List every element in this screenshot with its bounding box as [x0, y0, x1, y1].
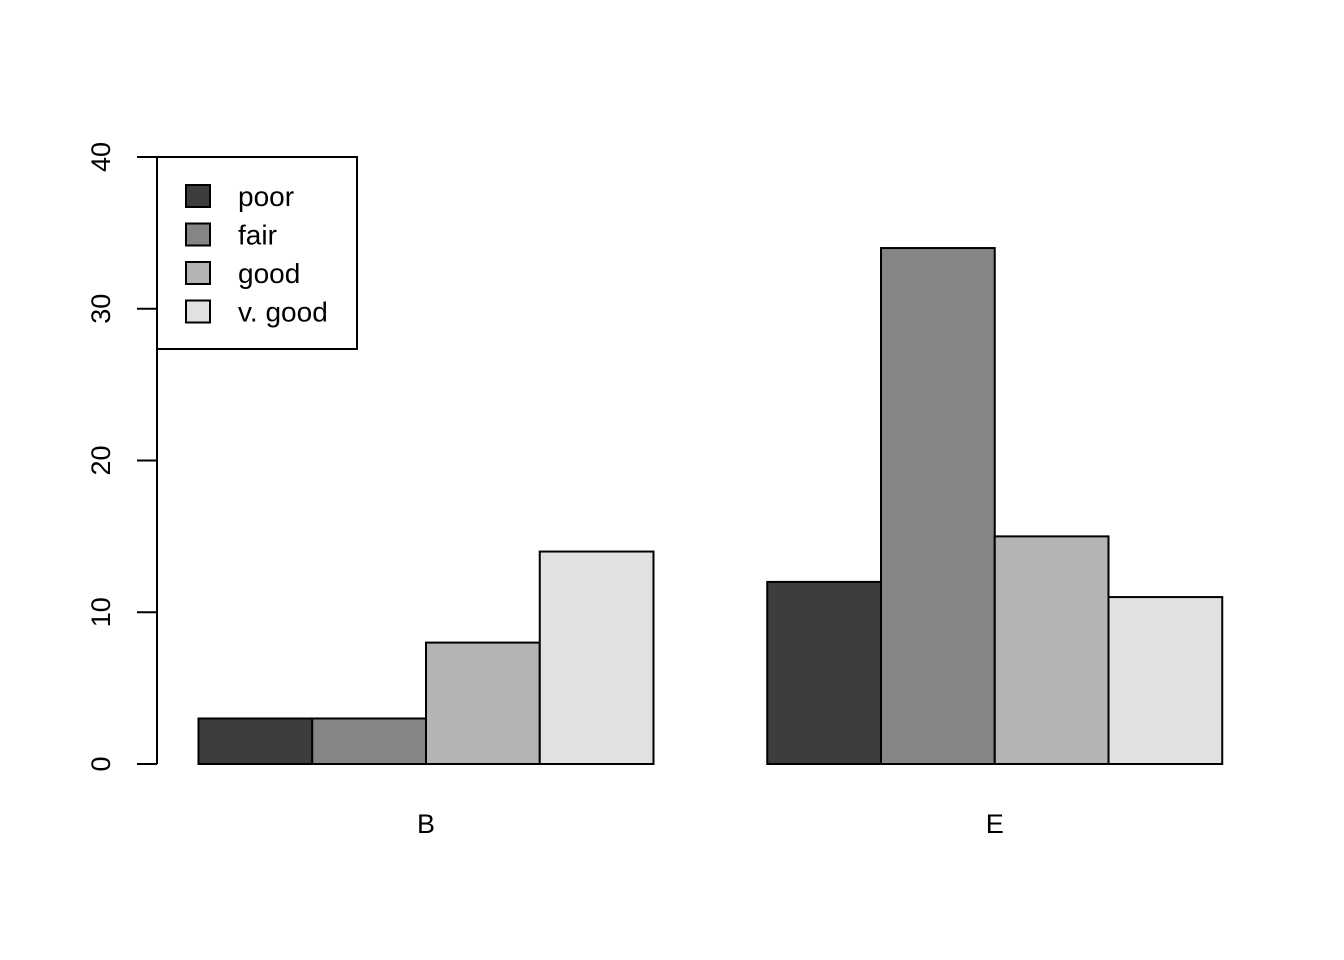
legend: poor fair good v. good	[156, 156, 358, 350]
category-label: E	[986, 809, 1004, 839]
y-tick-label: 30	[86, 294, 116, 324]
bar-E-good	[993, 535, 1110, 765]
bar-E-poor	[766, 580, 882, 766]
bar-B-good	[425, 641, 541, 765]
legend-label: good	[238, 258, 300, 289]
y-tick-label: 20	[86, 445, 116, 475]
legend-label: fair	[238, 220, 277, 251]
legend-label: poor	[238, 181, 294, 212]
y-tick-label: 10	[86, 597, 116, 627]
bar-E-v-good	[1107, 596, 1224, 766]
y-tick-label: 0	[86, 756, 116, 771]
bar-B-v-good	[538, 550, 655, 765]
legend-label: v. good	[238, 297, 328, 328]
bar-B-fair	[311, 717, 427, 765]
legend-swatch	[185, 299, 211, 324]
bar-B-poor	[197, 717, 314, 765]
bar-E-fair	[880, 247, 996, 766]
legend-swatch	[185, 261, 211, 285]
y-axis: 0 10 20 30 40	[86, 142, 158, 772]
legend-swatch	[185, 222, 211, 247]
legend-swatch	[185, 184, 211, 208]
bars-layer	[197, 247, 1224, 766]
category-label: B	[417, 809, 435, 839]
y-tick-label: 40	[86, 142, 116, 172]
